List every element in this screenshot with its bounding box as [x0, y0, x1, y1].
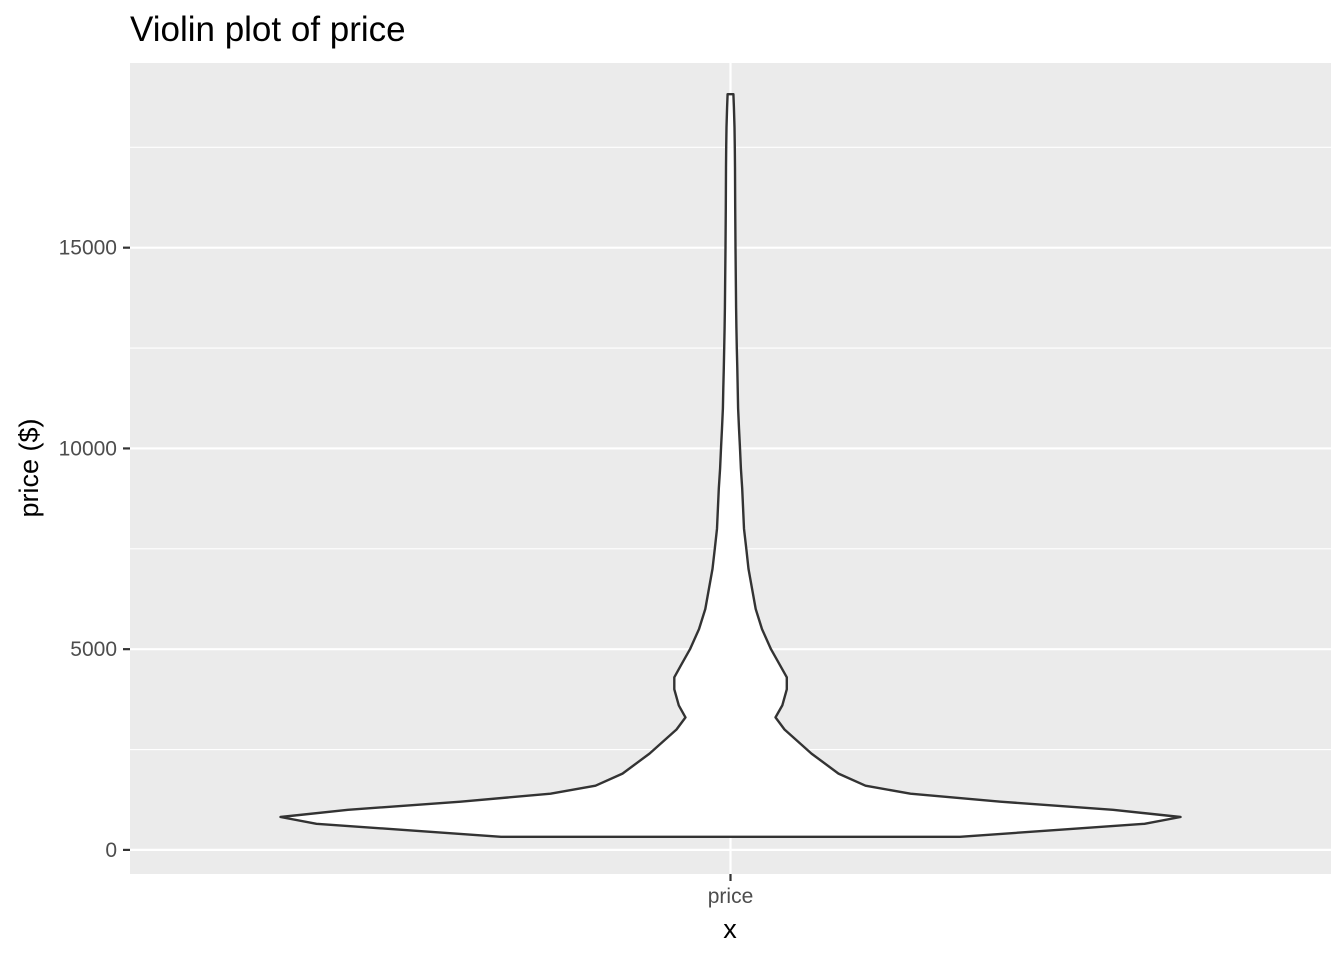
- y-axis-title: price ($): [14, 418, 44, 517]
- chart-title: Violin plot of price: [130, 10, 406, 49]
- y-tick-label: 0: [105, 839, 117, 862]
- y-axis: 0 5000 10000 15000: [59, 237, 130, 862]
- violin-price: [279, 93, 1182, 838]
- y-tick-label: 5000: [70, 638, 117, 661]
- y-tick-label: 10000: [59, 437, 117, 460]
- y-tick-label: 15000: [59, 237, 117, 260]
- x-axis: price: [708, 874, 754, 908]
- x-tick-label: price: [708, 885, 754, 908]
- x-axis-title: x: [723, 914, 737, 944]
